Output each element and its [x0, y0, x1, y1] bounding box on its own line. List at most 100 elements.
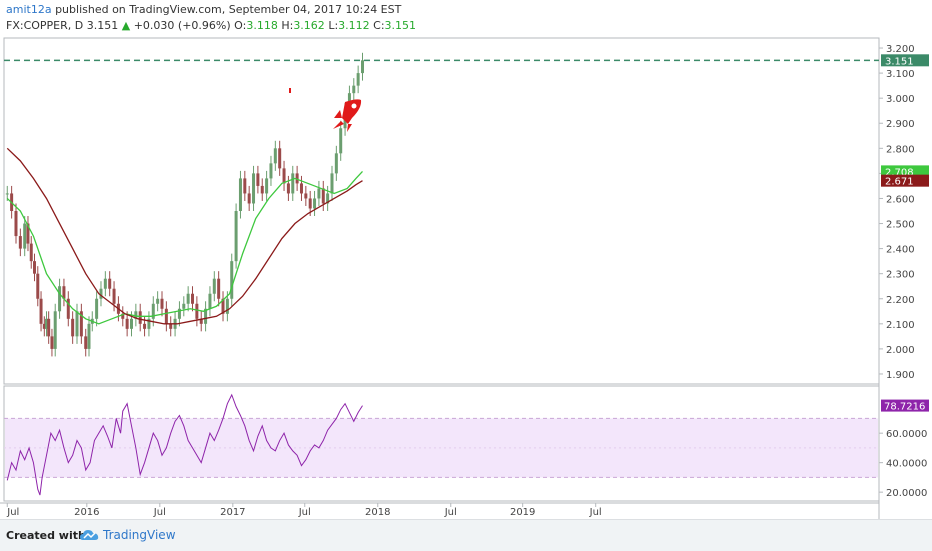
candle [265, 178, 269, 194]
price-tick-label: 3.200 [886, 44, 915, 55]
high-label: H: [281, 19, 294, 32]
candle [103, 278, 107, 289]
ma-fast-tag: 2.708 [885, 167, 914, 178]
price-tick-label: 2.000 [886, 345, 915, 356]
open-label: O: [234, 19, 247, 32]
candle [75, 311, 79, 337]
tradingview-brand-link[interactable]: TradingView [103, 528, 176, 542]
candle [273, 148, 277, 164]
price-tick-label: 2.900 [886, 119, 915, 130]
candle [79, 311, 83, 337]
time-tick-label: Jul [298, 507, 311, 518]
last-price: 3.151 [86, 19, 119, 32]
rsi-value-tag-bg [881, 399, 929, 412]
candle [108, 278, 112, 289]
candle [121, 313, 125, 319]
price-pane [3, 37, 880, 385]
candle [225, 298, 229, 314]
candle [138, 311, 142, 324]
candle [256, 173, 260, 186]
rocket-icon [333, 99, 362, 132]
candle [151, 303, 155, 319]
candle [191, 293, 195, 304]
created-with-label: Created with [6, 529, 86, 542]
up-arrow-icon: ▲ [121, 19, 131, 32]
rsi-tick-label: 20.0000 [886, 488, 927, 499]
candle [339, 128, 343, 154]
candle [147, 318, 151, 329]
candle [29, 243, 33, 262]
candle [291, 173, 295, 194]
time-tick-label: Jul [153, 507, 166, 518]
price-tick-label: 3.100 [886, 69, 915, 80]
ma-slow-tag-bg [881, 174, 929, 187]
symbol-label: FX:COPPER, D [6, 19, 84, 32]
candle [230, 261, 234, 299]
annotation-mark [289, 88, 291, 93]
candle [112, 288, 116, 304]
candle [129, 318, 133, 329]
candle [39, 298, 43, 324]
last-price-tag-bg [881, 54, 929, 67]
candle [186, 293, 190, 304]
open-value: 3.118 [246, 19, 278, 32]
rsi-tick-label: 40.0000 [886, 459, 927, 470]
time-tick-label: 2018 [365, 507, 390, 518]
candle [252, 173, 256, 204]
high-value: 3.162 [293, 19, 325, 32]
candle [95, 298, 99, 319]
candle [356, 73, 360, 86]
candle [238, 178, 242, 211]
candle [247, 193, 251, 204]
symbol-line: FX:COPPER, D 3.151 ▲ +0.030 (+0.96%) O:3… [6, 19, 416, 32]
price-tick-label: 1.900 [886, 370, 915, 381]
price-tick-label: 2.500 [886, 220, 915, 231]
candle [199, 318, 203, 324]
close-label: C: [373, 19, 385, 32]
time-tick-label: 2016 [74, 507, 99, 518]
price-tick-label: 2.300 [886, 270, 915, 281]
candle [308, 198, 312, 209]
close-value: 3.151 [384, 19, 417, 32]
candle [160, 298, 164, 309]
candle [156, 298, 160, 304]
candle [326, 193, 330, 204]
candle [182, 303, 186, 309]
candle [62, 286, 66, 299]
candle [143, 323, 147, 329]
candle [99, 288, 103, 299]
ma-fast-line [6, 170, 363, 325]
time-tick-label: Jul [589, 507, 602, 518]
candle [5, 193, 9, 195]
time-tick-label: 2017 [220, 507, 245, 518]
price-chart[interactable]: 3.2003.1003.0002.9002.8002.7002.6002.500… [0, 0, 932, 519]
candle [66, 298, 70, 319]
candle [313, 198, 317, 209]
time-tick-label: 2019 [510, 507, 535, 518]
candle [217, 278, 221, 299]
author-link[interactable]: amit12a [6, 3, 52, 16]
price-tick-label: 3.000 [886, 94, 915, 105]
candle [278, 148, 282, 169]
low-value: 3.112 [338, 19, 370, 32]
price-tick-label: 2.400 [886, 245, 915, 256]
price-tick-label: 2.800 [886, 144, 915, 155]
candle [18, 236, 22, 249]
candle [44, 318, 48, 329]
rsi-tick-label: 60.0000 [886, 429, 927, 440]
candle [84, 336, 88, 349]
candle [260, 185, 264, 194]
candle [234, 211, 238, 262]
tradingview-cloud-icon[interactable] [80, 528, 100, 542]
candle [221, 298, 225, 314]
last-price-tag: 3.151 [885, 56, 914, 67]
candle [58, 286, 62, 312]
candle [330, 173, 334, 194]
candle [243, 178, 247, 194]
candle [269, 163, 273, 179]
publish-line: amit12a published on TradingView.com, Se… [6, 3, 401, 16]
candle [208, 293, 212, 309]
candle [50, 336, 54, 349]
price-tick-label: 2.600 [886, 194, 915, 205]
low-label: L: [328, 19, 339, 32]
